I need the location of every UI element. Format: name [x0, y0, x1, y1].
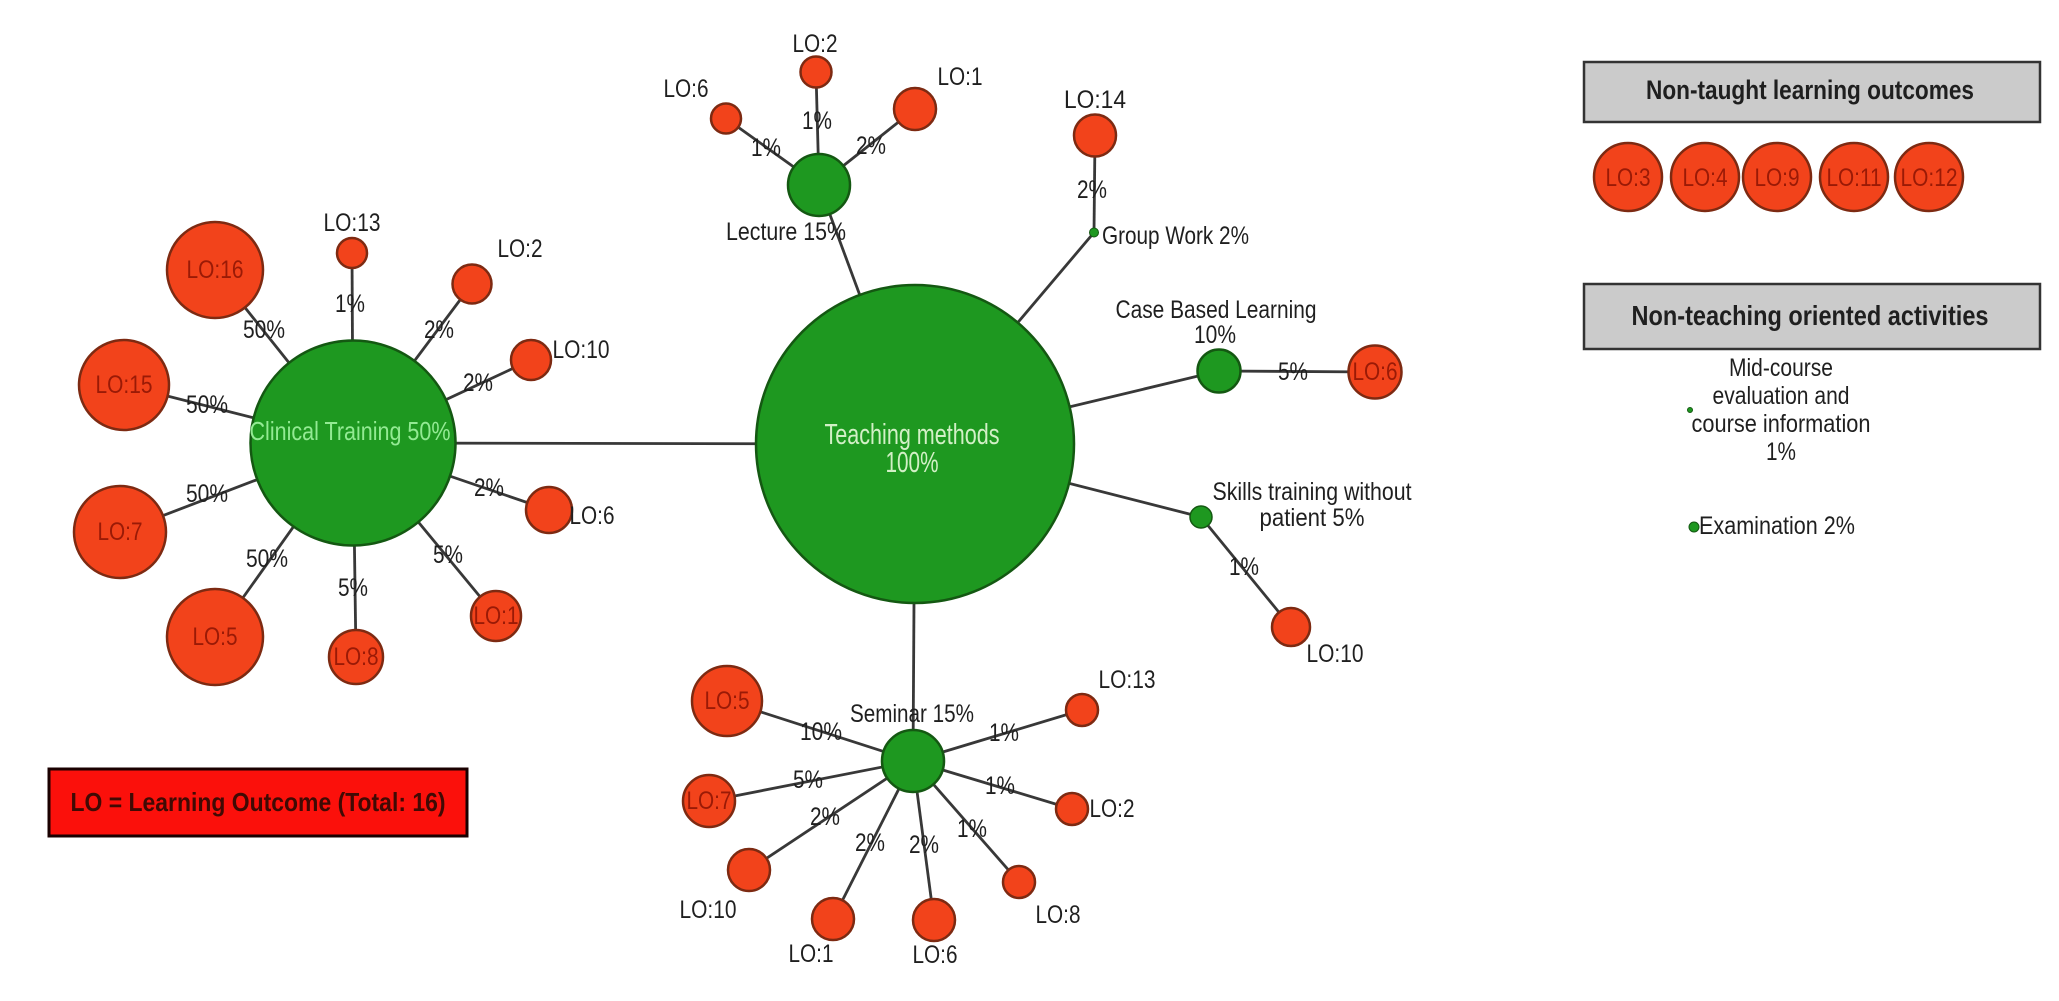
svg-text:LO:6: LO:6: [913, 941, 958, 969]
svg-text:5%: 5%: [1278, 358, 1308, 386]
svg-text:1%: 1%: [1229, 553, 1259, 581]
svg-text:Examination 2%: Examination 2%: [1699, 512, 1855, 540]
svg-text:LO:16: LO:16: [187, 256, 244, 284]
svg-text:1%: 1%: [802, 107, 832, 135]
svg-text:LO:10: LO:10: [680, 896, 737, 924]
svg-text:Group Work 2%: Group Work 2%: [1102, 222, 1249, 250]
svg-text:2%: 2%: [1077, 176, 1107, 204]
svg-text:2%: 2%: [856, 132, 886, 160]
svg-text:100%: 100%: [886, 447, 939, 479]
svg-text:LO = Learning Outcome (Total:: LO = Learning Outcome (Total: 16): [71, 787, 446, 817]
svg-text:5%: 5%: [338, 574, 368, 602]
svg-text:LO:13: LO:13: [1099, 666, 1156, 694]
svg-text:1%: 1%: [957, 815, 987, 843]
svg-text:LO:11: LO:11: [1827, 164, 1882, 192]
svg-text:LO:1: LO:1: [789, 940, 834, 968]
svg-text:5%: 5%: [793, 766, 823, 794]
svg-text:2%: 2%: [855, 829, 885, 857]
svg-text:LO:4: LO:4: [1683, 164, 1728, 192]
svg-text:LO:8: LO:8: [1036, 901, 1081, 929]
svg-text:course information: course information: [1692, 410, 1871, 438]
svg-text:LO:14: LO:14: [1064, 86, 1126, 114]
svg-text:5%: 5%: [433, 541, 463, 569]
svg-text:Case Based Learning: Case Based Learning: [1116, 296, 1317, 324]
svg-text:LO:2: LO:2: [793, 30, 838, 58]
svg-text:50%: 50%: [243, 316, 285, 344]
svg-text:LO:10: LO:10: [1307, 640, 1364, 668]
svg-text:1%: 1%: [751, 134, 781, 162]
svg-text:1%: 1%: [1766, 438, 1796, 466]
svg-text:Skills training without: Skills training without: [1213, 478, 1412, 506]
svg-text:LO:1: LO:1: [474, 602, 519, 630]
svg-text:Seminar 15%: Seminar 15%: [850, 700, 974, 728]
svg-text:LO:2: LO:2: [1090, 795, 1135, 823]
svg-text:2%: 2%: [474, 474, 504, 502]
svg-text:Clinical Training 50%: Clinical Training 50%: [250, 416, 451, 446]
svg-text:LO:6: LO:6: [664, 75, 709, 103]
svg-text:LO:10: LO:10: [553, 336, 610, 364]
svg-text:Mid-course: Mid-course: [1729, 354, 1833, 382]
svg-text:1%: 1%: [989, 719, 1019, 747]
svg-text:LO:13: LO:13: [324, 209, 381, 237]
svg-text:1%: 1%: [985, 772, 1015, 800]
svg-text:Non-taught learning outcomes: Non-taught learning outcomes: [1646, 75, 1974, 105]
svg-text:LO:2: LO:2: [498, 235, 543, 263]
svg-text:50%: 50%: [246, 545, 288, 573]
svg-text:LO:1: LO:1: [938, 63, 983, 91]
svg-text:evaluation and: evaluation and: [1713, 382, 1850, 410]
svg-text:50%: 50%: [186, 480, 228, 508]
svg-text:10%: 10%: [1194, 321, 1236, 349]
svg-text:LO:6: LO:6: [570, 502, 615, 530]
svg-text:Teaching methods: Teaching methods: [825, 419, 1000, 451]
svg-text:50%: 50%: [186, 391, 228, 419]
svg-text:LO:7: LO:7: [98, 518, 143, 546]
svg-text:1%: 1%: [335, 290, 365, 318]
svg-text:LO:15: LO:15: [96, 371, 153, 399]
svg-text:2%: 2%: [424, 316, 454, 344]
svg-text:Lecture 15%: Lecture 15%: [726, 218, 846, 246]
svg-text:LO:3: LO:3: [1606, 164, 1651, 192]
svg-text:LO:12: LO:12: [1901, 164, 1958, 192]
svg-text:LO:5: LO:5: [193, 623, 238, 651]
svg-text:LO:5: LO:5: [705, 687, 750, 715]
svg-text:LO:9: LO:9: [1755, 164, 1800, 192]
svg-text:10%: 10%: [800, 718, 842, 746]
svg-text:patient 5%: patient 5%: [1260, 504, 1365, 532]
svg-text:LO:6: LO:6: [1353, 358, 1398, 386]
svg-text:2%: 2%: [909, 831, 939, 859]
svg-text:2%: 2%: [463, 369, 493, 397]
svg-text:LO:7: LO:7: [687, 787, 732, 815]
svg-text:2%: 2%: [810, 803, 840, 831]
svg-text:LO:8: LO:8: [334, 643, 379, 671]
svg-text:Non-teaching oriented activiti: Non-teaching oriented activities: [1632, 300, 1989, 331]
